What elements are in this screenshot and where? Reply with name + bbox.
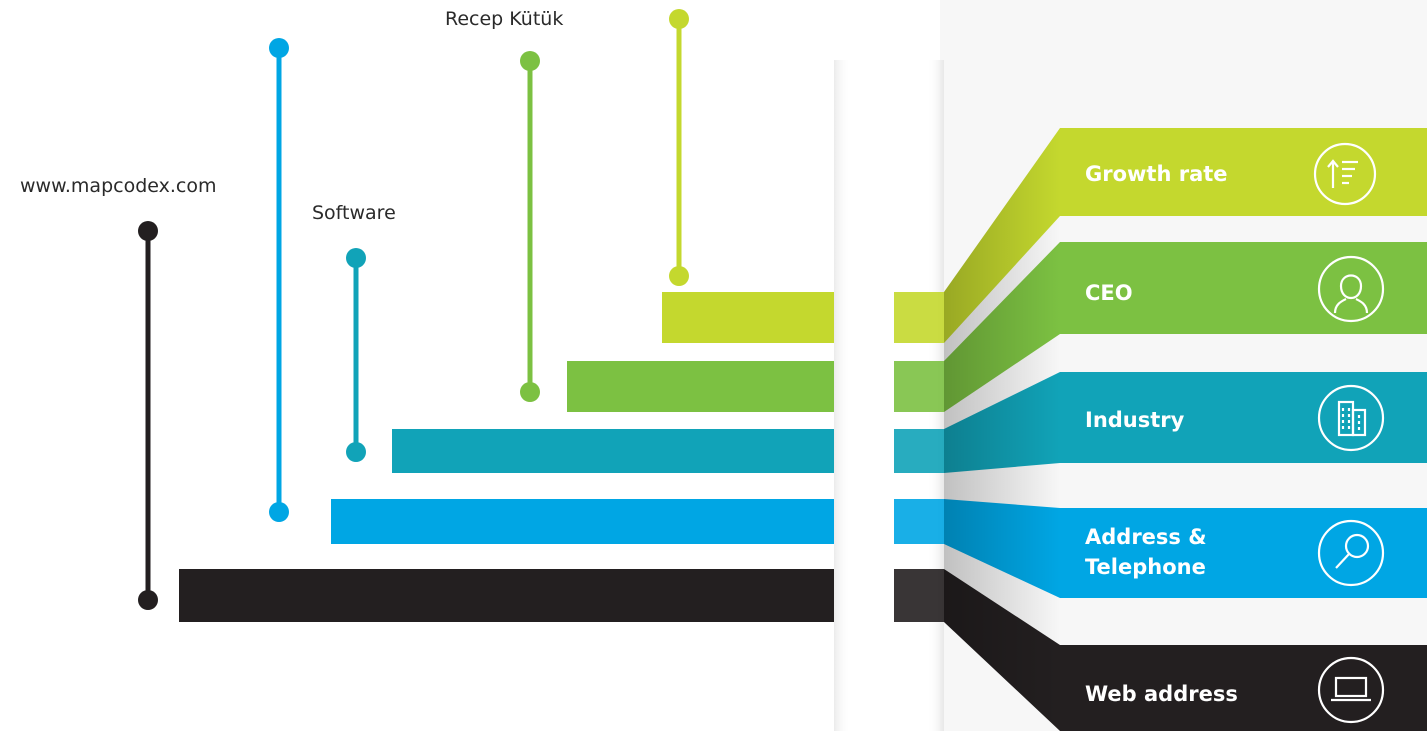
tab-label-address: Address & Telephone [1085, 522, 1207, 582]
tab-label-growth: Growth rate [1085, 162, 1228, 186]
bar-green [567, 361, 834, 412]
bar-lime-continuation [894, 292, 944, 343]
bar-green-continuation [894, 361, 944, 412]
bar-teal [392, 429, 834, 473]
person-icon [1317, 255, 1385, 323]
bar-blue [331, 499, 834, 544]
label-software: Software [312, 202, 396, 224]
pointer-industry [346, 248, 366, 462]
bar-teal-continuation [894, 429, 944, 473]
magnifier-icon [1317, 519, 1385, 587]
tab-label-web: Web address [1085, 682, 1238, 706]
bar-blue-continuation [894, 499, 944, 544]
label-ceo-name: Recep Kütük [445, 8, 564, 30]
bar-black-continuation [894, 569, 944, 622]
tab-label-address-line2: Telephone [1085, 555, 1206, 579]
growth-rate-icon [1313, 142, 1377, 206]
tab-label-industry: Industry [1085, 408, 1185, 432]
ribbon-shade [944, 128, 1060, 731]
tab-ceo [1060, 242, 1427, 334]
pointer-growth [669, 9, 689, 286]
building-icon [1317, 384, 1385, 452]
tab-label-ceo: CEO [1085, 281, 1133, 305]
tab-growth [1060, 128, 1427, 216]
pointer-address [269, 38, 289, 522]
laptop-icon [1317, 656, 1385, 724]
tab-label-address-line1: Address & [1085, 525, 1207, 549]
bar-black [179, 569, 834, 622]
bar-lime [662, 292, 834, 343]
label-web: www.mapcodex.com [20, 175, 217, 197]
pointer-web [138, 221, 158, 610]
pointer-ceo [520, 51, 540, 402]
